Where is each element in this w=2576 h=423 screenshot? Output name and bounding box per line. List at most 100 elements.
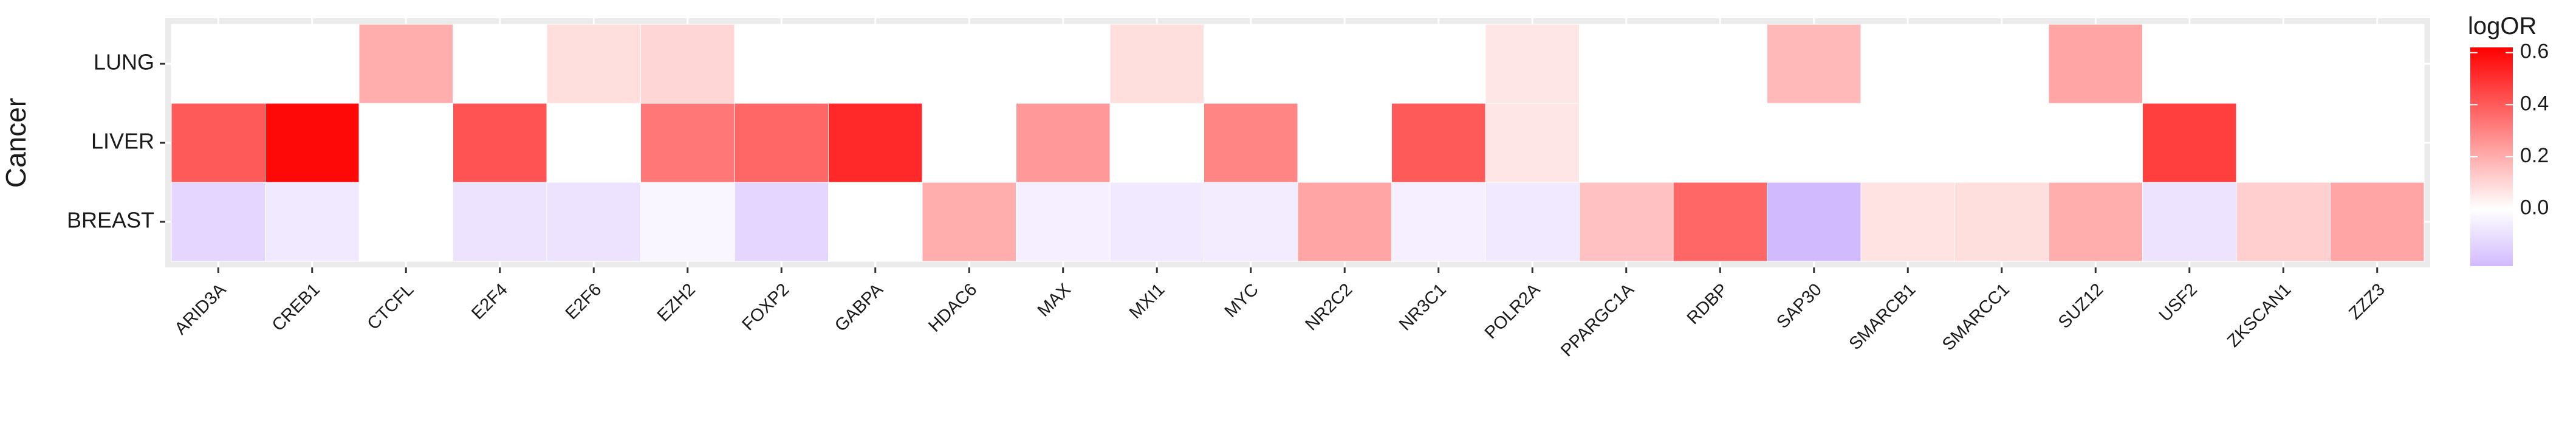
- heatmap-cell-liver-usf2: [2142, 103, 2237, 183]
- heatmap-cell-liver-smarcc1: [1954, 103, 2049, 183]
- heatmap-cell-lung-myc: [1204, 24, 1298, 104]
- heatmap-cell-lung-smarcb1: [1860, 24, 1955, 104]
- color-legend: logOR 0.6 0.4 0.2 0.0: [2468, 13, 2549, 266]
- heatmap-cell-liver-nr2c2: [1297, 103, 1392, 183]
- heatmap-cell-lung-nr2c2: [1297, 24, 1392, 104]
- heatmap-cell-breast-suz12: [2048, 182, 2143, 262]
- x-tick-label: NR2C2: [1301, 280, 1356, 334]
- heatmap-cell-liver-arid3a: [171, 103, 265, 183]
- heatmap-cell-breast-zkscan1: [2236, 182, 2331, 262]
- x-tick-label: NR3C1: [1396, 280, 1450, 334]
- x-tick-label: POLR2A: [1481, 280, 1544, 343]
- x-tick-label: MXI1: [1126, 280, 1168, 322]
- heatmap-cell-breast-creb1: [265, 182, 360, 262]
- heatmap-cell-lung-zzz3: [2330, 24, 2425, 104]
- heatmap-cells: [171, 24, 2425, 262]
- y-axis-title: Cancer: [0, 98, 32, 188]
- x-tick-label: USF2: [2156, 280, 2201, 325]
- heatmap-cell-liver-e2f4: [453, 103, 547, 183]
- heatmap-cell-breast-e2f4: [453, 182, 547, 262]
- heatmap-cell-lung-suz12: [2048, 24, 2143, 104]
- heatmap-cell-liver-zzz3: [2330, 103, 2425, 183]
- heatmap-cell-breast-foxp2: [734, 182, 829, 262]
- heatmap-cell-lung-foxp2: [734, 24, 829, 104]
- x-tick-label: E2F6: [562, 280, 606, 323]
- heatmap-cell-breast-usf2: [2142, 182, 2237, 262]
- heatmap-cell-liver-nr3c1: [1391, 103, 1486, 183]
- heatmap-cell-lung-arid3a: [171, 24, 265, 104]
- x-tick-label: EZH2: [654, 280, 699, 325]
- x-tick-label: SMARCC1: [1939, 280, 2013, 354]
- heatmap-cell-liver-suz12: [2048, 103, 2143, 183]
- heatmap-cell-lung-usf2: [2142, 24, 2237, 104]
- x-tick-label: GABPA: [831, 280, 887, 335]
- heatmap-cell-liver-rdbp: [1673, 103, 1767, 183]
- heatmap-cell-breast-zzz3: [2330, 182, 2425, 262]
- x-tick-label: ZKSCAN1: [2224, 280, 2295, 351]
- x-tick-label: ZZZ3: [2345, 280, 2389, 323]
- heatmap-cell-breast-myc: [1204, 182, 1298, 262]
- heatmap-cell-lung-gabpa: [828, 24, 923, 104]
- heatmap-cell-breast-nr3c1: [1391, 182, 1486, 262]
- heatmap-cell-lung-polr2a: [1485, 24, 1580, 104]
- heatmap-cell-breast-sap30: [1767, 182, 1862, 262]
- heatmap-cell-liver-ppargc1a: [1579, 103, 1674, 183]
- heatmap-cell-lung-mxi1: [1109, 24, 1204, 104]
- y-tick-label: BREAST: [67, 208, 154, 233]
- heatmap-cell-breast-smarcb1: [1860, 182, 1955, 262]
- heatmap-cell-liver-zkscan1: [2236, 103, 2331, 183]
- x-axis: ARID3A CREB1 CTCFL E2F4 E2F6 EZH2 FOXP2 GABPA HD…: [171, 267, 2389, 360]
- legend-tick-label: 0.6: [2520, 40, 2549, 63]
- heatmap-cell-liver-creb1: [265, 103, 360, 183]
- heatmap-cell-breast-ppargc1a: [1579, 182, 1674, 262]
- x-tick-label: PPARGC1A: [1557, 280, 1638, 360]
- x-tick-label: MYC: [1221, 280, 1262, 321]
- heatmap-cell-breast-smarcc1: [1954, 182, 2049, 262]
- x-tick-label: CREB1: [269, 280, 324, 335]
- x-tick-label: HDAC6: [925, 280, 981, 335]
- heatmap-cell-breast-rdbp: [1673, 182, 1767, 262]
- heatmap-cell-lung-nr3c1: [1391, 24, 1486, 104]
- legend-title: logOR: [2468, 13, 2537, 40]
- x-tick-label: ARID3A: [171, 280, 230, 339]
- heatmap-cell-liver-ctcfl: [358, 103, 453, 183]
- heatmap-cell-breast-polr2a: [1485, 182, 1580, 262]
- heatmap-cell-lung-e2f4: [453, 24, 547, 104]
- heatmap-cell-liver-sap30: [1767, 103, 1862, 183]
- x-tick-label: FOXP2: [738, 280, 793, 334]
- heatmap-cell-breast-arid3a: [171, 182, 265, 262]
- heatmap-cell-lung-ezh2: [640, 24, 735, 104]
- heatmap-cell-lung-e2f6: [546, 24, 641, 104]
- heatmap-cell-liver-foxp2: [734, 103, 829, 183]
- heatmap-cell-breast-mxi1: [1109, 182, 1204, 262]
- heatmap-cell-liver-max: [1016, 103, 1111, 183]
- heatmap-cell-lung-creb1: [265, 24, 360, 104]
- heatmap-cell-lung-ctcfl: [358, 24, 453, 104]
- heatmap-cell-liver-e2f6: [546, 103, 641, 183]
- heatmap-cell-breast-ezh2: [640, 182, 735, 262]
- heatmap-cell-breast-max: [1016, 182, 1111, 262]
- heatmap-cell-liver-myc: [1204, 103, 1298, 183]
- heatmap-cell-lung-smarcc1: [1954, 24, 2049, 104]
- heatmap-cell-lung-zkscan1: [2236, 24, 2331, 104]
- heatmap-cell-liver-polr2a: [1485, 103, 1580, 183]
- heatmap-cell-liver-hdac6: [922, 103, 1016, 183]
- y-tick-label: LUNG: [94, 50, 154, 75]
- x-tick-label: E2F4: [468, 280, 512, 323]
- heatmap-cell-breast-nr2c2: [1297, 182, 1392, 262]
- heatmap-cell-breast-ctcfl: [358, 182, 453, 262]
- heatmap-cell-liver-ezh2: [640, 103, 735, 183]
- legend-ticks: 0.6 0.4 0.2 0.0: [2470, 40, 2549, 219]
- x-tick-label: RDBP: [1684, 280, 1732, 328]
- heatmap-cell-liver-smarcb1: [1860, 103, 1955, 183]
- legend-tick-label: 0.4: [2520, 92, 2549, 115]
- x-tick-label: CTCFL: [364, 280, 418, 334]
- y-axis: LUNG LIVER BREAST: [67, 50, 165, 233]
- x-tick-label: MAX: [1034, 280, 1075, 320]
- x-tick-label: SUZ12: [2055, 280, 2107, 332]
- heatmap-cell-breast-gabpa: [828, 182, 923, 262]
- y-tick-label: LIVER: [91, 129, 154, 154]
- heatmap-cell-lung-hdac6: [922, 24, 1016, 104]
- legend-tick-label: 0.0: [2520, 196, 2549, 219]
